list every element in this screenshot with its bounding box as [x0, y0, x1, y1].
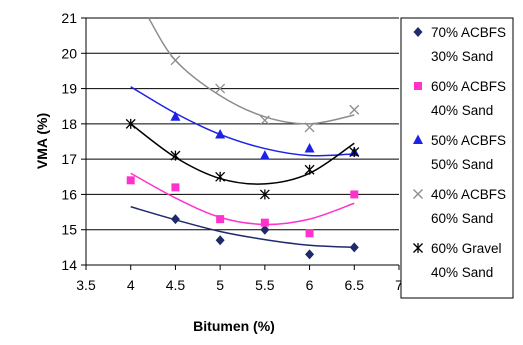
data-point-series-5: [259, 189, 270, 200]
data-point-series-1: [260, 224, 270, 235]
data-point-series-3: [304, 143, 315, 153]
data-point-series-4: [170, 55, 181, 66]
data-point-series-4: [304, 122, 315, 133]
data-point-series-5: [349, 147, 360, 158]
legend-marker: [414, 82, 422, 90]
legend-entry: 60% Gravel 40% Sand: [413, 241, 502, 280]
y-tick-label: 14: [61, 257, 77, 273]
legend-box: [400, 17, 514, 299]
data-point-series-2: [126, 176, 135, 185]
legend-entry: 70% ACBFS 30% Sand: [413, 25, 506, 64]
x-axis-title: Bitumen (%): [193, 318, 275, 334]
legend: 70% ACBFS 30% Sand 60% ACBFS 40% Sand 50% AC…: [400, 17, 514, 299]
data-point-series-4: [215, 83, 226, 94]
x-tick-label: 5: [216, 277, 224, 293]
legend-label: 60% Gravel: [431, 241, 502, 256]
data-point-series-1: [349, 242, 359, 253]
legend-label: 40% Sand: [431, 103, 493, 118]
data-point-series-4: [259, 115, 270, 126]
data-point-series-2: [216, 215, 225, 224]
x-tick-label: 3.5: [76, 277, 96, 293]
data-point-series-2: [260, 218, 269, 227]
legend-label: 70% ACBFS: [431, 25, 506, 40]
legend-label: 60% Sand: [431, 211, 493, 226]
y-tick-labels: 14 15 16 17 18 19 20 21: [61, 10, 77, 273]
data-point-series-5: [215, 171, 226, 182]
legend-label: 50% ACBFS: [431, 133, 506, 148]
x-tick-label: 7: [395, 277, 403, 293]
trendline-series-2: [130, 172, 355, 226]
x-tick-label: 6: [306, 277, 314, 293]
data-point-series-2: [350, 190, 359, 199]
x-tick-label: 6.5: [345, 277, 365, 293]
data-point-series-1: [170, 214, 180, 225]
legend-entry: 50% ACBFS 50% Sand: [413, 133, 506, 172]
x-tick-label: 4: [127, 277, 135, 293]
trendline-series-4: [147, 17, 355, 125]
data-point-series-3: [259, 150, 270, 160]
y-axis-title: VMA (%): [34, 113, 50, 169]
y-tick-label: 17: [61, 151, 77, 167]
legend-marker: [413, 27, 423, 37]
legend-label: 40% Sand: [431, 265, 493, 280]
trendline-series-1: [130, 206, 355, 249]
gridlines: [86, 17, 399, 231]
data-points: [125, 55, 360, 260]
axes: [81, 17, 400, 270]
data-point-series-2: [305, 229, 314, 238]
data-point-series-1: [305, 249, 315, 260]
legend-label: 40% ACBFS: [431, 187, 506, 202]
x-tick-label: 5.5: [255, 277, 275, 293]
y-tick-label: 19: [61, 81, 77, 97]
trendline-series-5: [130, 123, 355, 185]
data-point-series-4: [349, 104, 360, 115]
y-tick-label: 15: [61, 222, 77, 238]
y-tick-label: 21: [61, 10, 77, 26]
y-tick-label: 18: [61, 116, 77, 132]
legend-marker: [413, 189, 423, 199]
data-point-series-3: [170, 111, 181, 121]
y-tick-label: 20: [61, 45, 77, 61]
legend-label: 50% Sand: [431, 157, 493, 172]
trendline-series-3: [130, 86, 355, 157]
legend-marker: [413, 134, 423, 144]
data-point-series-5: [304, 164, 315, 175]
data-point-series-3: [215, 128, 226, 139]
data-point-series-1: [215, 235, 225, 246]
x-tick-label: 4.5: [166, 277, 186, 293]
data-point-series-5: [170, 150, 181, 161]
data-point-series-2: [171, 183, 180, 192]
y-tick-label: 16: [61, 186, 77, 202]
legend-entry: 60% ACBFS 40% Sand: [414, 79, 506, 118]
legend-entry: 40% ACBFS 60% Sand: [413, 187, 506, 226]
data-point-series-5: [125, 118, 136, 129]
trendlines: [130, 17, 355, 249]
x-tick-labels: 3.5 4 4.5 5 5.5 6 6.5 7: [76, 277, 403, 293]
legend-label: 30% Sand: [431, 49, 493, 64]
legend-marker: [413, 243, 423, 253]
legend-label: 60% ACBFS: [431, 79, 506, 94]
